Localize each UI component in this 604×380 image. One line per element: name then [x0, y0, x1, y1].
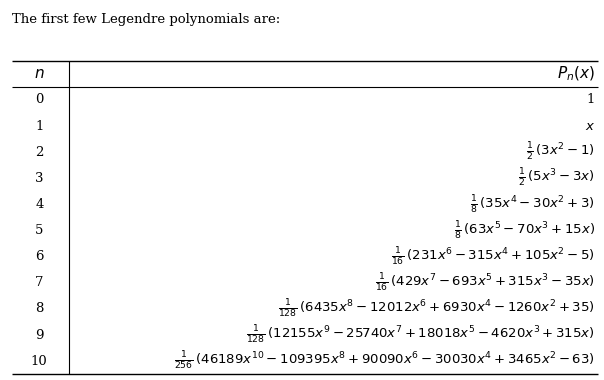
Text: The first few Legendre polynomials are:: The first few Legendre polynomials are:	[12, 13, 280, 26]
Text: 9: 9	[35, 329, 43, 342]
Text: 7: 7	[35, 276, 43, 289]
Text: 1: 1	[586, 93, 595, 106]
Text: $\frac{1}{8}\,(35x^4-30x^2+3)$: $\frac{1}{8}\,(35x^4-30x^2+3)$	[470, 193, 595, 215]
Text: $P_n(x)$: $P_n(x)$	[557, 65, 595, 83]
Text: $n$: $n$	[34, 67, 45, 81]
Text: $x$: $x$	[585, 120, 595, 133]
Text: $\frac{1}{16}\,(429x^7-693x^5+315x^3-35x)$: $\frac{1}{16}\,(429x^7-693x^5+315x^3-35x…	[375, 272, 595, 294]
Text: 0: 0	[35, 93, 43, 106]
Text: $\frac{1}{256}\,(46189x^{10}-109395x^8+90090x^6-30030x^4+3465x^2-63)$: $\frac{1}{256}\,(46189x^{10}-109395x^8+9…	[174, 350, 595, 372]
Text: $\frac{1}{128}\,(12155x^9-25740x^7+18018x^5-4620x^3+315x)$: $\frac{1}{128}\,(12155x^9-25740x^7+18018…	[246, 324, 595, 346]
Text: 8: 8	[35, 302, 43, 315]
Text: 3: 3	[35, 172, 43, 185]
Text: 5: 5	[35, 224, 43, 237]
Text: 4: 4	[35, 198, 43, 211]
Text: 2: 2	[35, 146, 43, 159]
Text: $\frac{1}{128}\,(6435x^8-12012x^6+6930x^4-1260x^2+35)$: $\frac{1}{128}\,(6435x^8-12012x^6+6930x^…	[278, 298, 595, 320]
Text: 10: 10	[31, 355, 48, 368]
Text: $\frac{1}{16}\,(231x^6-315x^4+105x^2-5)$: $\frac{1}{16}\,(231x^6-315x^4+105x^2-5)$	[391, 246, 595, 268]
Text: $\frac{1}{2}\,(5x^3-3x)$: $\frac{1}{2}\,(5x^3-3x)$	[518, 167, 595, 189]
Text: $\frac{1}{2}\,(3x^2-1)$: $\frac{1}{2}\,(3x^2-1)$	[526, 141, 595, 163]
Text: 6: 6	[35, 250, 43, 263]
Text: 1: 1	[35, 120, 43, 133]
Text: $\frac{1}{8}\,(63x^5-70x^3+15x)$: $\frac{1}{8}\,(63x^5-70x^3+15x)$	[454, 220, 595, 242]
